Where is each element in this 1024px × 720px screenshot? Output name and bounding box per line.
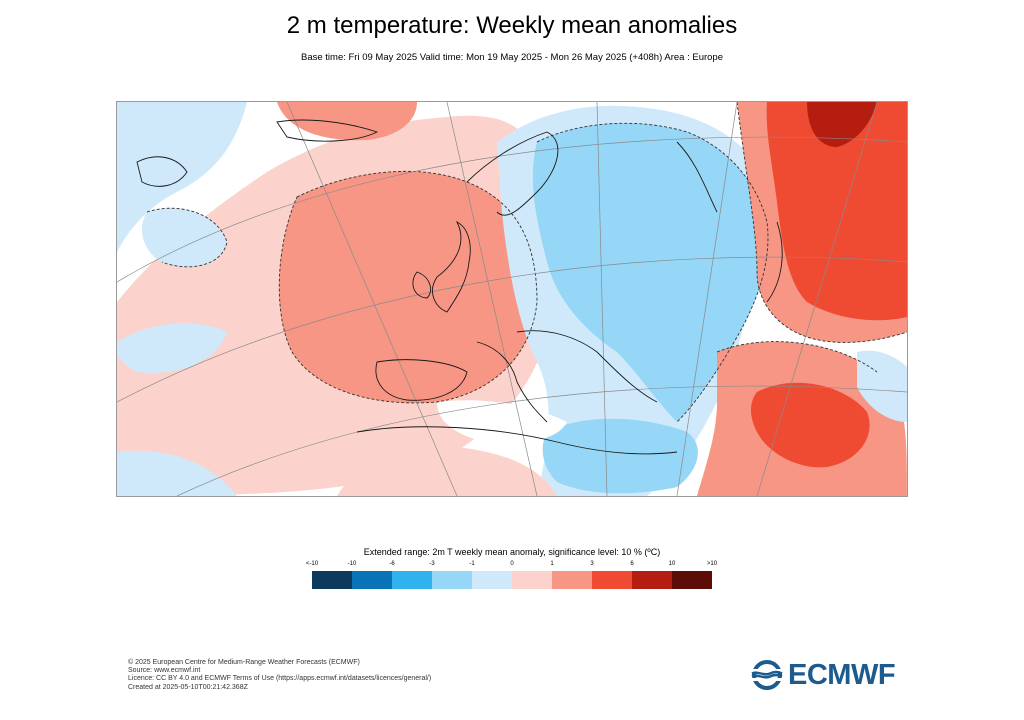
legend-color-swatch xyxy=(472,571,512,589)
legend-color-swatch xyxy=(592,571,632,589)
legend-color-bar xyxy=(312,571,712,589)
legend-tick: -10 xyxy=(347,561,357,567)
footer-copyright: © 2025 European Centre for Medium-Range … xyxy=(128,659,360,666)
cold-region-caspian xyxy=(857,350,907,422)
legend-tick: -6 xyxy=(389,561,395,567)
legend-color-swatch xyxy=(552,571,592,589)
hot-region-southeast xyxy=(751,382,870,468)
legend-color-swatch xyxy=(392,571,432,589)
legend-color-swatch xyxy=(672,571,712,589)
ecmwf-logo-text: ECMWF xyxy=(788,658,896,691)
very-hot-region-north xyxy=(807,102,877,147)
colder-region-central-europe xyxy=(532,123,768,423)
cold-region-atlantic-west xyxy=(117,323,227,373)
legend-ticks: <-10 -10 -6 -3 -1 0 1 3 6 10 >10 xyxy=(306,561,717,571)
neutral-region-mediterranean xyxy=(437,400,567,443)
legend-tick: >10 xyxy=(706,561,718,567)
warm-region-north-africa xyxy=(337,446,557,496)
cold-region-southwest xyxy=(117,450,237,496)
legend-tick: 1 xyxy=(550,561,554,567)
footer-source: Source: www.ecmwf.int xyxy=(128,667,201,675)
warm-region-west-europe xyxy=(279,171,537,403)
legend-tick: 3 xyxy=(590,561,594,567)
chart-title: 2 m temperature: Weekly mean anomalies xyxy=(286,12,738,39)
legend-color-swatch xyxy=(432,571,472,589)
legend-color-swatch xyxy=(312,571,352,589)
warm-region-iceland xyxy=(277,102,417,141)
legend-color-swatch xyxy=(512,571,552,589)
legend-tick: 10 xyxy=(668,561,676,567)
legend-tick: 0 xyxy=(510,561,514,567)
coastlines xyxy=(136,119,783,455)
cold-region-northwest xyxy=(117,102,247,252)
colder-region-balkans xyxy=(542,418,698,494)
anomaly-map xyxy=(116,101,908,497)
footer-licence: Licence: CC BY 4.0 and ECMWF Terms of Us… xyxy=(128,675,432,683)
anomaly-map-svg xyxy=(117,102,907,496)
legend-color-swatch xyxy=(632,571,672,589)
legend-tick: 6 xyxy=(630,561,634,567)
legend-tick: -1 xyxy=(469,561,475,567)
legend-tick: -3 xyxy=(429,561,435,567)
graticule xyxy=(117,102,907,496)
footer-created: Created at 2025-05-10T00:21:42.368Z xyxy=(128,683,248,691)
legend-title: Extended range: 2m T weekly mean anomaly… xyxy=(363,547,661,557)
legend-tick: <-10 xyxy=(305,561,319,567)
ecmwf-logo-icon xyxy=(748,660,786,690)
cold-region-atlantic-small xyxy=(142,208,227,267)
footer-credits: © 2025 European Centre for Medium-Range … xyxy=(128,659,431,692)
hot-region-russia xyxy=(766,102,907,321)
chart-subtitle: Base time: Fri 09 May 2025 Valid time: M… xyxy=(300,52,723,63)
legend-color-swatch xyxy=(352,571,392,589)
ecmwf-logo: ECMWF xyxy=(748,658,896,691)
